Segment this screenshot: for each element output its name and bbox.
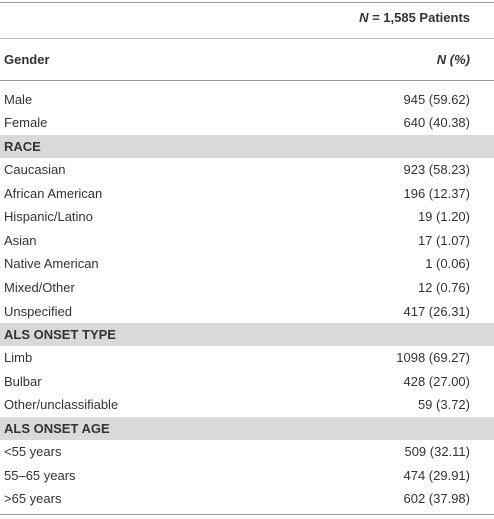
row-value: 196 (12.37) bbox=[403, 185, 471, 201]
row-value: 19 (1.20) bbox=[417, 209, 470, 225]
header-count: N = 1,585 Patients bbox=[359, 10, 470, 26]
row-label: Limb bbox=[4, 350, 33, 366]
row-value: 417 (26.31) bbox=[403, 303, 471, 319]
row-label: Male bbox=[4, 91, 33, 107]
header-rule bbox=[0, 80, 494, 81]
row-label: Asian bbox=[4, 232, 37, 248]
row-label: Caucasian bbox=[4, 162, 66, 177]
row-label: Female bbox=[4, 115, 48, 131]
row-value: 17 (1.07) bbox=[417, 232, 470, 248]
top-rule bbox=[0, 2, 494, 3]
row-value: 945 (59.62) bbox=[403, 91, 471, 107]
header-rule bbox=[0, 38, 494, 39]
row-value: 428 (27.00) bbox=[403, 373, 471, 389]
section-title: ALS ONSET TYPE bbox=[4, 326, 116, 342]
count-text: = 1,585 Patients bbox=[368, 10, 470, 25]
row-label: Unspecified bbox=[4, 303, 72, 319]
row-label: >65 years bbox=[4, 491, 62, 507]
bottom-rule bbox=[0, 514, 494, 515]
row-label: <55 years bbox=[4, 444, 62, 459]
section-title: RACE bbox=[4, 138, 41, 154]
row-label: Other/unclassifiable bbox=[4, 397, 119, 413]
section-band bbox=[0, 135, 494, 159]
row-value: 59 (3.72) bbox=[417, 397, 470, 413]
row-value: 923 (58.23) bbox=[403, 162, 471, 177]
row-label: African American bbox=[4, 185, 103, 201]
row-value: 509 (32.11) bbox=[404, 444, 470, 459]
row-label: Hispanic/Latino bbox=[4, 209, 93, 225]
row-label: 55–65 years bbox=[4, 467, 76, 483]
row-label: Bulbar bbox=[4, 373, 42, 389]
column-header: Gender bbox=[4, 52, 50, 67]
row-label: Mixed/Other bbox=[4, 280, 75, 295]
section-band bbox=[0, 417, 494, 441]
row-value: 1098 (69.27) bbox=[396, 350, 470, 366]
row-value: 640 (40.38) bbox=[403, 115, 471, 131]
row-label: Native American bbox=[4, 256, 99, 272]
row-value: 474 (29.91) bbox=[403, 467, 471, 483]
row-value: 1 (0.06) bbox=[425, 256, 470, 272]
row-value: 12 (0.76) bbox=[417, 280, 470, 295]
column-header: N (%) bbox=[436, 52, 470, 67]
row-value: 602 (37.98) bbox=[403, 491, 471, 507]
section-title: ALS ONSET AGE bbox=[4, 420, 110, 436]
section-band bbox=[0, 323, 494, 347]
count-symbol: N bbox=[359, 10, 369, 25]
